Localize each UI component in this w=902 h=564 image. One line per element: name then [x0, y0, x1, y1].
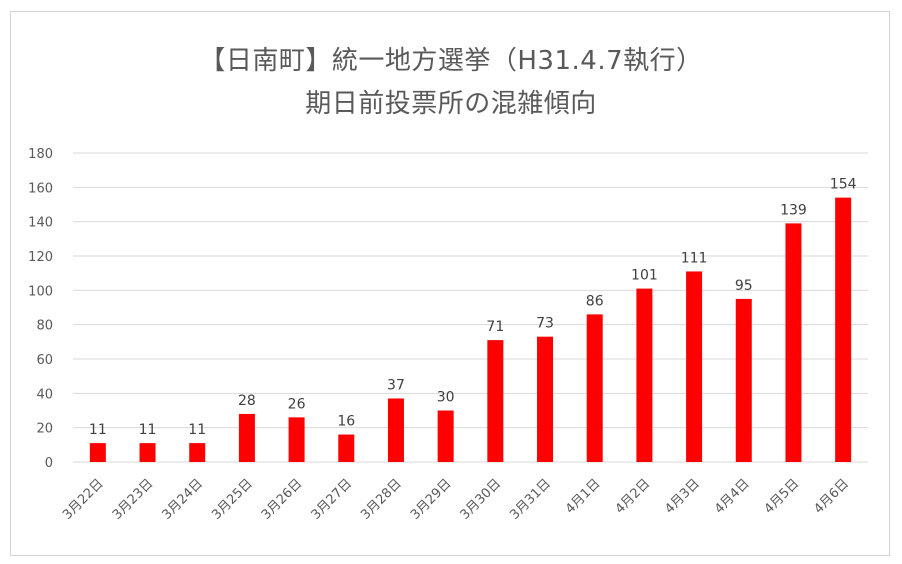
data-label: 73: [536, 316, 554, 332]
x-axis-labels: 3月22日 3月23日 3月24日 3月25日 3月26日 3月27日 3月28日 3月29日…: [60, 476, 852, 523]
data-label: 11: [139, 422, 157, 438]
x-tick-label: 3月26日: [259, 476, 306, 523]
y-tick-label: 60: [36, 353, 53, 368]
data-label: 86: [586, 293, 604, 309]
bars: [89, 197, 852, 462]
x-tick-label: 3月27日: [309, 476, 356, 523]
data-label: 11: [89, 422, 107, 438]
bar: [338, 434, 355, 462]
data-label: 101: [631, 268, 658, 284]
y-tick-label: 180: [28, 147, 53, 162]
bar: [139, 443, 156, 462]
y-tick-label: 20: [36, 422, 53, 437]
x-tick-label: 3月23日: [110, 476, 157, 523]
data-label: 154: [830, 177, 857, 193]
x-tick-label: 3月30日: [458, 476, 505, 523]
x-tick-label: 4月2日: [613, 476, 654, 517]
y-tick-label: 100: [28, 284, 53, 299]
bar: [437, 410, 454, 462]
data-label: 16: [337, 414, 355, 430]
bar: [89, 443, 106, 462]
x-tick-label: 4月4日: [712, 476, 753, 517]
y-tick-label: 40: [36, 387, 53, 402]
x-tick-label: 3月24日: [159, 476, 206, 523]
gridlines: [73, 152, 868, 463]
x-tick-label: 3月28日: [358, 476, 405, 523]
bar: [785, 223, 802, 462]
data-label: 11: [188, 422, 206, 438]
y-tick-label: 0: [45, 456, 53, 471]
bar: [537, 336, 554, 462]
bar: [189, 443, 206, 462]
chart-title-line-1: 【日南町】統一地方選挙（H31.4.7執行）: [199, 46, 703, 76]
data-label: 111: [681, 250, 708, 266]
bar: [387, 398, 404, 462]
x-tick-label: 3月31日: [507, 476, 554, 523]
data-label: 95: [735, 278, 753, 294]
x-tick-label: 3月22日: [60, 476, 107, 523]
bar: [586, 314, 603, 462]
x-tick-label: 4月3日: [662, 476, 703, 517]
x-tick-label: 3月29日: [408, 476, 455, 523]
data-label: 71: [486, 319, 504, 335]
y-tick-label: 120: [28, 250, 53, 265]
bar: [238, 413, 255, 462]
bar: [686, 271, 703, 462]
bar: [835, 197, 852, 462]
data-label: 139: [780, 202, 807, 218]
data-label: 26: [288, 396, 306, 412]
y-tick-label: 160: [28, 181, 53, 196]
x-tick-label: 4月6日: [811, 476, 852, 517]
data-label: 37: [387, 377, 405, 393]
data-label: 30: [437, 390, 455, 406]
y-tick-label: 80: [36, 319, 53, 334]
x-tick-label: 4月1日: [563, 476, 604, 517]
data-label: 28: [238, 393, 256, 409]
chart-title-line-2: 期日前投票所の混雑傾向: [305, 89, 597, 119]
y-axis-ticks: 0 20 40 60 80 100 120 140 160 180: [28, 147, 53, 471]
chart-frame: [10, 11, 890, 556]
bar: [735, 298, 752, 462]
bar: [636, 288, 653, 462]
bar: [288, 417, 305, 462]
y-tick-label: 140: [28, 216, 53, 231]
bar: [487, 340, 504, 462]
x-tick-label: 4月5日: [762, 476, 803, 517]
x-tick-label: 3月25日: [209, 476, 256, 523]
data-labels: 11 11 11 28 26 16 37 30 71 73 86 101 111 95 139 154: [89, 177, 857, 438]
